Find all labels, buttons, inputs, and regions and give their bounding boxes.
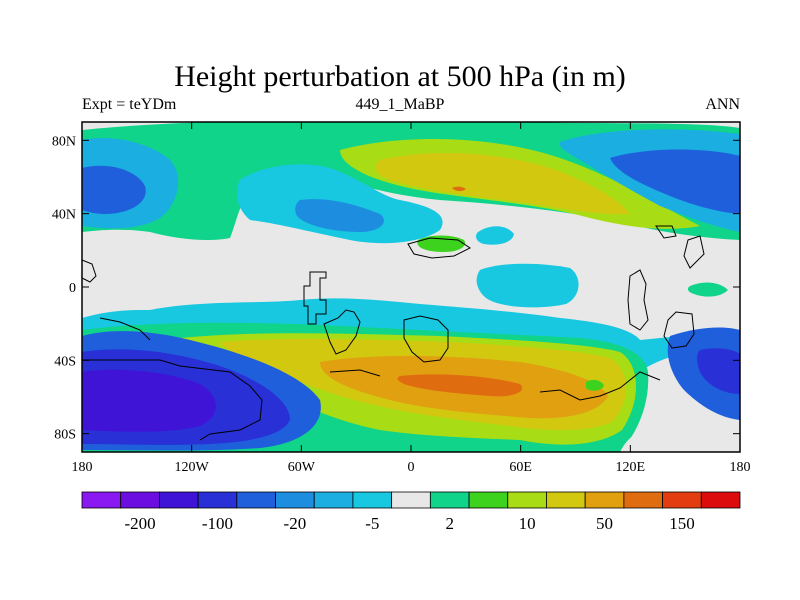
- colorbar-label: 2: [445, 514, 454, 533]
- colorbar: -200 -100 -20 -5 2 10 50 150: [81, 491, 741, 533]
- season-label: ANN: [705, 96, 740, 113]
- colorbar-label: 50: [596, 514, 613, 533]
- x-tick-label: 120W: [175, 460, 210, 475]
- colorbar-box: [623, 491, 663, 509]
- colorbar-box: [429, 491, 470, 509]
- colorbar-label: -200: [124, 514, 155, 533]
- colorbar-box: [159, 491, 199, 509]
- colorbar-box: [197, 491, 238, 509]
- small-green-patch: [586, 379, 604, 391]
- y-axis: 80N 40N 0 40S 80S: [52, 134, 740, 443]
- eurasia-center: [452, 186, 466, 192]
- chart-title: Height perturbation at 500 hPa (in m): [174, 60, 626, 93]
- colorbar-box: [662, 491, 702, 509]
- case-label: 449_1_MaBP: [355, 96, 445, 113]
- colorbar-box: [236, 491, 276, 509]
- colorbar-box: [120, 491, 160, 509]
- antarctic-gray: [620, 427, 740, 452]
- x-tick-label: 0: [408, 460, 415, 475]
- pacific-green-patch: [687, 282, 728, 297]
- colorbar-box: [81, 491, 122, 509]
- colorbar-box: [546, 491, 586, 509]
- colorbar-box: [275, 491, 315, 509]
- eurasia-yellow: [375, 153, 630, 215]
- y-tick-label: 40N: [52, 208, 76, 223]
- y-tick-label: 80S: [54, 428, 76, 443]
- x-tick-label: 120E: [616, 460, 646, 475]
- colorbar-box: [584, 491, 625, 509]
- y-tick-label: 40S: [54, 354, 76, 369]
- colorbar-label: 10: [519, 514, 536, 533]
- tropical-blue-band: [476, 263, 579, 308]
- experiment-label: Expt = teYDm: [82, 96, 177, 113]
- contour-field: [82, 122, 740, 452]
- colorbar-label: 150: [669, 514, 695, 533]
- asia-blue-inner: [610, 149, 740, 214]
- colorbar-box: [313, 491, 354, 509]
- x-tick-label: 60E: [509, 460, 532, 475]
- pacific-blue-inner: [82, 165, 146, 214]
- x-tick-label: 180: [730, 460, 751, 475]
- coastlines: [81, 225, 705, 441]
- colorbar-box: [700, 491, 741, 509]
- x-tick-label: 180: [72, 460, 93, 475]
- colorbar-box: [507, 491, 547, 509]
- x-axis: 180 120W 60W 0 60E 120E 180: [72, 122, 751, 475]
- tropical-blue-patch-1: [476, 226, 514, 245]
- y-tick-label: 0: [69, 281, 76, 296]
- colorbar-label: -5: [365, 514, 379, 533]
- atlantic-blue-dark: [295, 199, 384, 232]
- colorbar-box: [352, 491, 393, 509]
- colorbar-label: -20: [284, 514, 307, 533]
- x-tick-label: 60W: [288, 460, 316, 475]
- colorbar-box: [468, 491, 509, 509]
- colorbar-box: [391, 491, 431, 509]
- southern-blue-core: [82, 369, 216, 432]
- y-tick-label: 80N: [52, 134, 76, 149]
- south-pacific-core: [697, 348, 740, 394]
- colorbar-label: -100: [202, 514, 233, 533]
- south-atlantic-dark: [397, 374, 523, 397]
